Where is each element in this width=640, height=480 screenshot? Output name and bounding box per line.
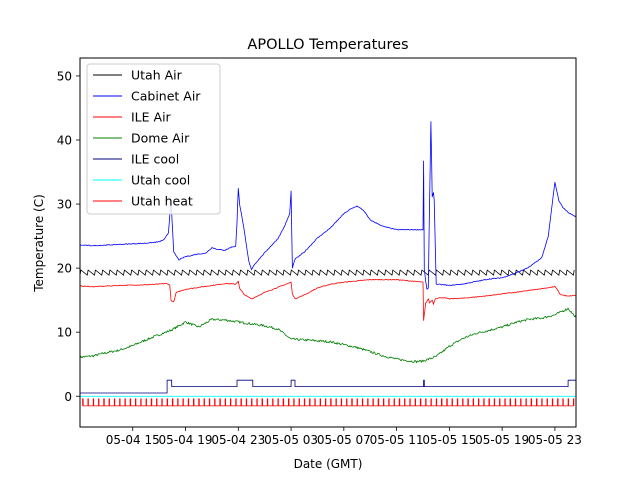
series-line-dome-air (80, 307, 576, 364)
y-tick-label: 40 (57, 134, 72, 148)
x-axis-label: Date (GMT) (294, 457, 363, 471)
legend-label-cabinet-air: Cabinet Air (131, 89, 201, 104)
x-tick-label: 05-05 11 (370, 433, 424, 447)
series-line-ile-air (80, 278, 576, 321)
series-line-ile-cool (80, 379, 576, 394)
x-tick-label: 05-04 19 (159, 433, 213, 447)
y-tick-label: 10 (57, 326, 72, 340)
x-tick-label: 05-05 19 (475, 433, 529, 447)
y-tick-label: 50 (57, 69, 72, 83)
x-tick-label: 05-05 03 (264, 433, 318, 447)
legend-label-utah-cool: Utah cool (131, 173, 190, 188)
series-layer (80, 121, 576, 407)
series-line-utah-heat (82, 398, 575, 407)
legend-label-dome-air: Dome Air (131, 131, 190, 146)
y-axis-label: Temperature (C) (32, 194, 46, 293)
legend: Utah Air Cabinet Air ILE Air Dome Air ILE co… (86, 63, 221, 215)
legend-label-utah-air: Utah Air (131, 68, 183, 83)
legend-label-utah-heat: Utah heat (131, 194, 193, 209)
x-tick-label: 05-04 23 (211, 433, 265, 447)
legend-box (86, 63, 221, 215)
x-tick-label: 05-05 23 (528, 433, 582, 447)
series-line-cabinet-air (80, 121, 576, 290)
series-line-utah-air (80, 269, 575, 276)
plot-frame (79, 57, 577, 428)
legend-label-ile-cool: ILE cool (131, 152, 179, 167)
x-tick-label: 05-05 15 (422, 433, 476, 447)
legend-label-ile-air: ILE Air (131, 110, 172, 125)
y-tick-label: 0 (64, 390, 72, 404)
chart-title: APOLLO Temperatures (247, 37, 408, 53)
y-tick-label: 20 (57, 262, 72, 276)
y-tick-label: 30 (57, 198, 72, 212)
x-tick-label: 05-04 15 (106, 433, 160, 447)
x-tick-label: 05-05 07 (317, 433, 371, 447)
